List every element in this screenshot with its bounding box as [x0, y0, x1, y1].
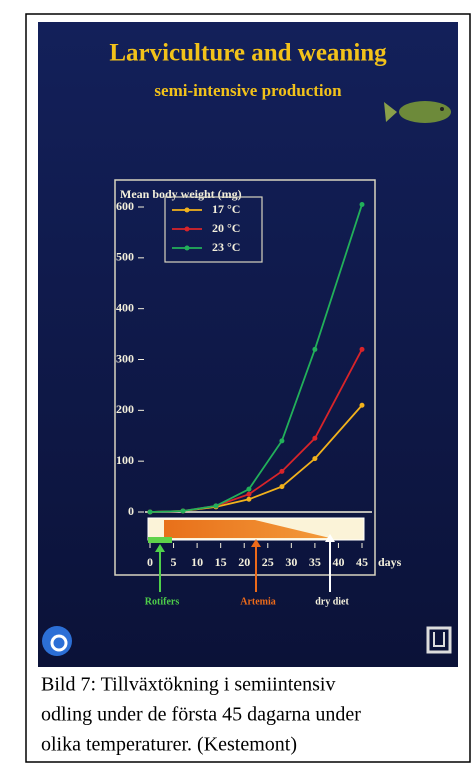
- data-point: [312, 436, 317, 441]
- y-tick-label: 400: [116, 300, 134, 314]
- x-tick-label: 30: [285, 555, 297, 569]
- data-point: [279, 438, 284, 443]
- data-point: [213, 503, 218, 508]
- legend-marker: [185, 227, 190, 232]
- x-tick-label: 45: [356, 555, 368, 569]
- feeding-label: Artemia: [240, 596, 276, 607]
- y-tick-label: 300: [116, 351, 134, 365]
- x-axis-label: days: [378, 555, 402, 569]
- legend-label: 23 °C: [212, 240, 240, 254]
- legend-label: 17 °C: [212, 202, 240, 216]
- data-point: [246, 487, 251, 492]
- x-tick-label: 35: [309, 555, 321, 569]
- x-tick-label: 15: [215, 555, 227, 569]
- logo-left: [42, 626, 72, 656]
- x-tick-label: 25: [262, 555, 274, 569]
- legend-marker: [185, 208, 190, 213]
- x-tick-label: 0: [147, 555, 153, 569]
- feeding-label: dry diet: [315, 596, 349, 607]
- data-point: [360, 403, 365, 408]
- x-tick-label: 40: [332, 555, 344, 569]
- page: Larviculture and weaning semi-intensive …: [0, 0, 476, 774]
- y-tick-label: 0: [128, 504, 134, 518]
- caption-line: olika temperaturer. (Kestemont): [41, 734, 297, 756]
- y-tick-label: 200: [116, 402, 134, 416]
- data-point: [180, 508, 185, 513]
- chart-title: Larviculture and weaning: [109, 40, 387, 67]
- slide: [38, 22, 458, 667]
- feeding-label: Rotifers: [145, 596, 180, 607]
- legend-label: 20 °C: [212, 221, 240, 235]
- data-point: [279, 469, 284, 474]
- x-tick-label: 5: [171, 555, 177, 569]
- data-point: [246, 492, 251, 497]
- y-tick-label: 600: [116, 199, 134, 213]
- data-point: [246, 497, 251, 502]
- y-axis-label: Mean body weight (mg): [120, 187, 242, 201]
- y-tick-label: 100: [116, 453, 134, 467]
- data-point: [312, 456, 317, 461]
- data-point: [279, 484, 284, 489]
- y-tick-label: 500: [116, 250, 134, 264]
- data-point: [360, 347, 365, 352]
- caption-line: Bild 7: Tillväxtökning i semiintensiv: [41, 674, 335, 696]
- caption-line: odling under de första 45 dagarna under: [41, 704, 361, 726]
- data-point: [148, 510, 153, 515]
- x-tick-label: 20: [238, 555, 250, 569]
- legend-marker: [185, 246, 190, 251]
- data-point: [312, 347, 317, 352]
- data-point: [360, 202, 365, 207]
- x-tick-label: 10: [191, 555, 203, 569]
- chart-subtitle: semi-intensive production: [154, 81, 342, 100]
